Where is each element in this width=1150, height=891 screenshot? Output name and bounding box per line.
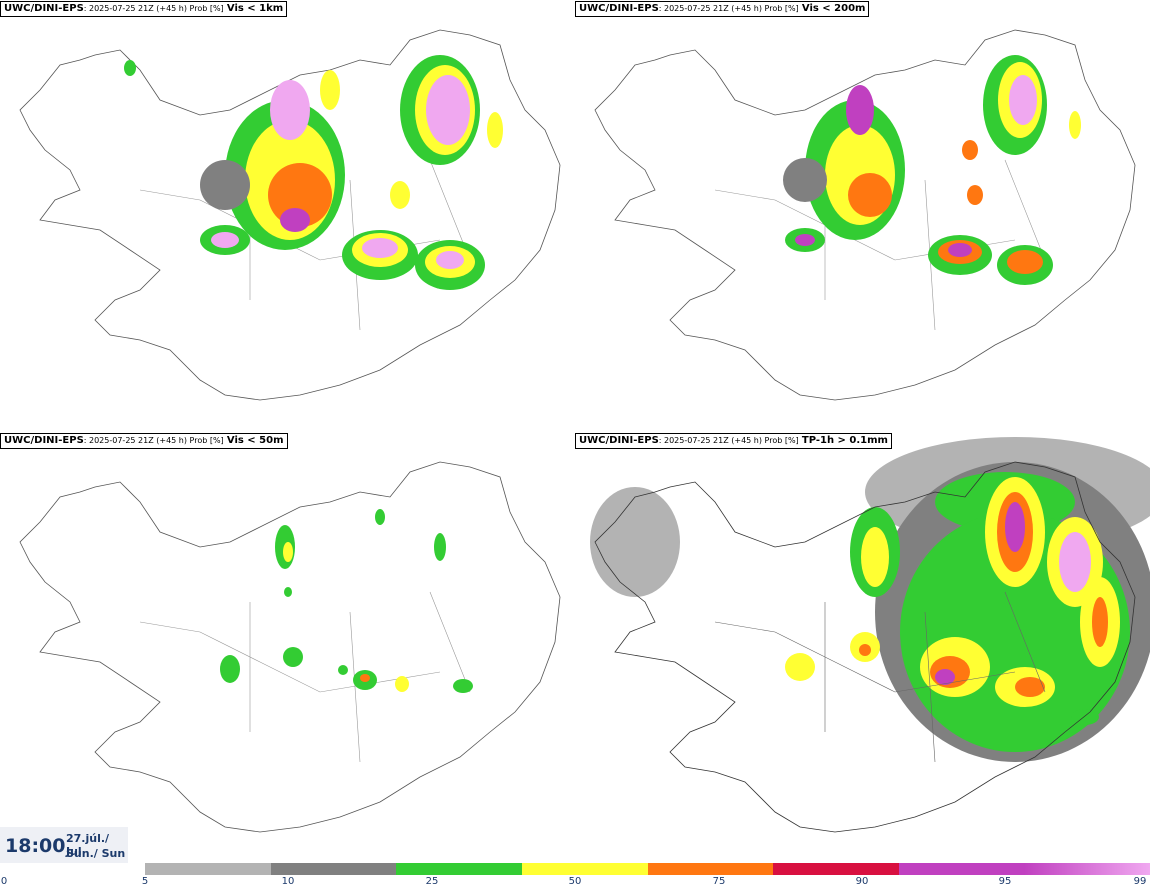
colorbar-seg-2 [396,863,522,875]
panel-title: UWC/DINI-EPS: 2025-07-25 21Z (+45 h) Pro… [575,433,892,449]
panel-variable: TP-1h > 0.1mm [801,435,888,446]
map-panel-vis-50m: UWC/DINI-EPS: 2025-07-25 21Z (+45 h) Pro… [0,432,575,862]
probability-field [783,55,1081,285]
region-borders [714,591,1046,763]
panel-title: UWC/DINI-EPS: 2025-07-25 21Z (+45 h) Pro… [0,433,288,449]
coastline [594,461,1136,833]
region-borders [714,159,1046,331]
colorbar-seg-5 [773,863,899,875]
panel-source: UWC/DINI-EPS [4,3,84,14]
probability-field [124,55,503,290]
panel-run: : 2025-07-25 21Z (+45 h) Prob [%] [658,436,799,445]
panel-variable: Vis < 200m [801,3,866,14]
probability-field [220,509,473,693]
region-borders [139,591,471,763]
colorbar-tick: 0 [0,876,8,887]
panel-variable: Vis < 50m [226,435,284,446]
colorbar-seg-1 [270,863,397,875]
panel-run: : 2025-07-25 21Z (+45 h) Prob [%] [83,4,224,13]
iceland-map [590,437,1150,833]
map-panel-vis-1km: UWC/DINI-EPS: 2025-07-25 21Z (+45 h) Pro… [0,0,575,430]
valid-date-line1: 27.júl./ Jul [66,832,110,858]
iceland-map [594,29,1136,401]
panel-source: UWC/DINI-EPS [579,3,659,14]
colorbar-tick: 75 [712,876,726,887]
valid-date-line2: Sun./ Sun [66,847,126,860]
colorbar-seg-7 [1024,863,1150,875]
coastline [19,29,561,401]
colorbar-tick: 5 [141,876,149,887]
colorbar-seg-4 [647,863,774,875]
valid-time-box: 18:00 27.júl./ Jul Sun./ Sun [0,827,128,863]
panel-title: UWC/DINI-EPS: 2025-07-25 21Z (+45 h) Pro… [0,1,288,17]
panel-source: UWC/DINI-EPS [579,435,659,446]
panel-source: UWC/DINI-EPS [4,435,84,446]
panel-title: UWC/DINI-EPS: 2025-07-25 21Z (+45 h) Pro… [575,1,870,17]
colorbar-tick: 95 [998,876,1012,887]
panel-run: : 2025-07-25 21Z (+45 h) Prob [%] [658,4,799,13]
map-panel-precip: UWC/DINI-EPS: 2025-07-25 21Z (+45 h) Pro… [575,432,1150,862]
colorbar-seg-6 [898,863,1025,875]
colorbar-tick: 25 [425,876,439,887]
panel-run: : 2025-07-25 21Z (+45 h) Prob [%] [83,436,224,445]
colorbar [145,863,1150,875]
panel-variable: Vis < 1km [226,3,284,14]
map-panel-vis-200m: UWC/DINI-EPS: 2025-07-25 21Z (+45 h) Pro… [575,0,1150,430]
colorbar-tick: 99 [1133,876,1147,887]
colorbar-seg-0 [145,863,271,875]
valid-time: 18:00 [5,835,66,857]
colorbar-tick: 90 [855,876,869,887]
probability-field [590,437,1150,762]
coastline [594,29,1136,401]
iceland-map [19,461,561,833]
colorbar-seg-3 [521,863,648,875]
coastline [19,461,561,833]
colorbar-tick: 10 [281,876,295,887]
colorbar-tick: 50 [568,876,582,887]
iceland-map [19,29,561,401]
